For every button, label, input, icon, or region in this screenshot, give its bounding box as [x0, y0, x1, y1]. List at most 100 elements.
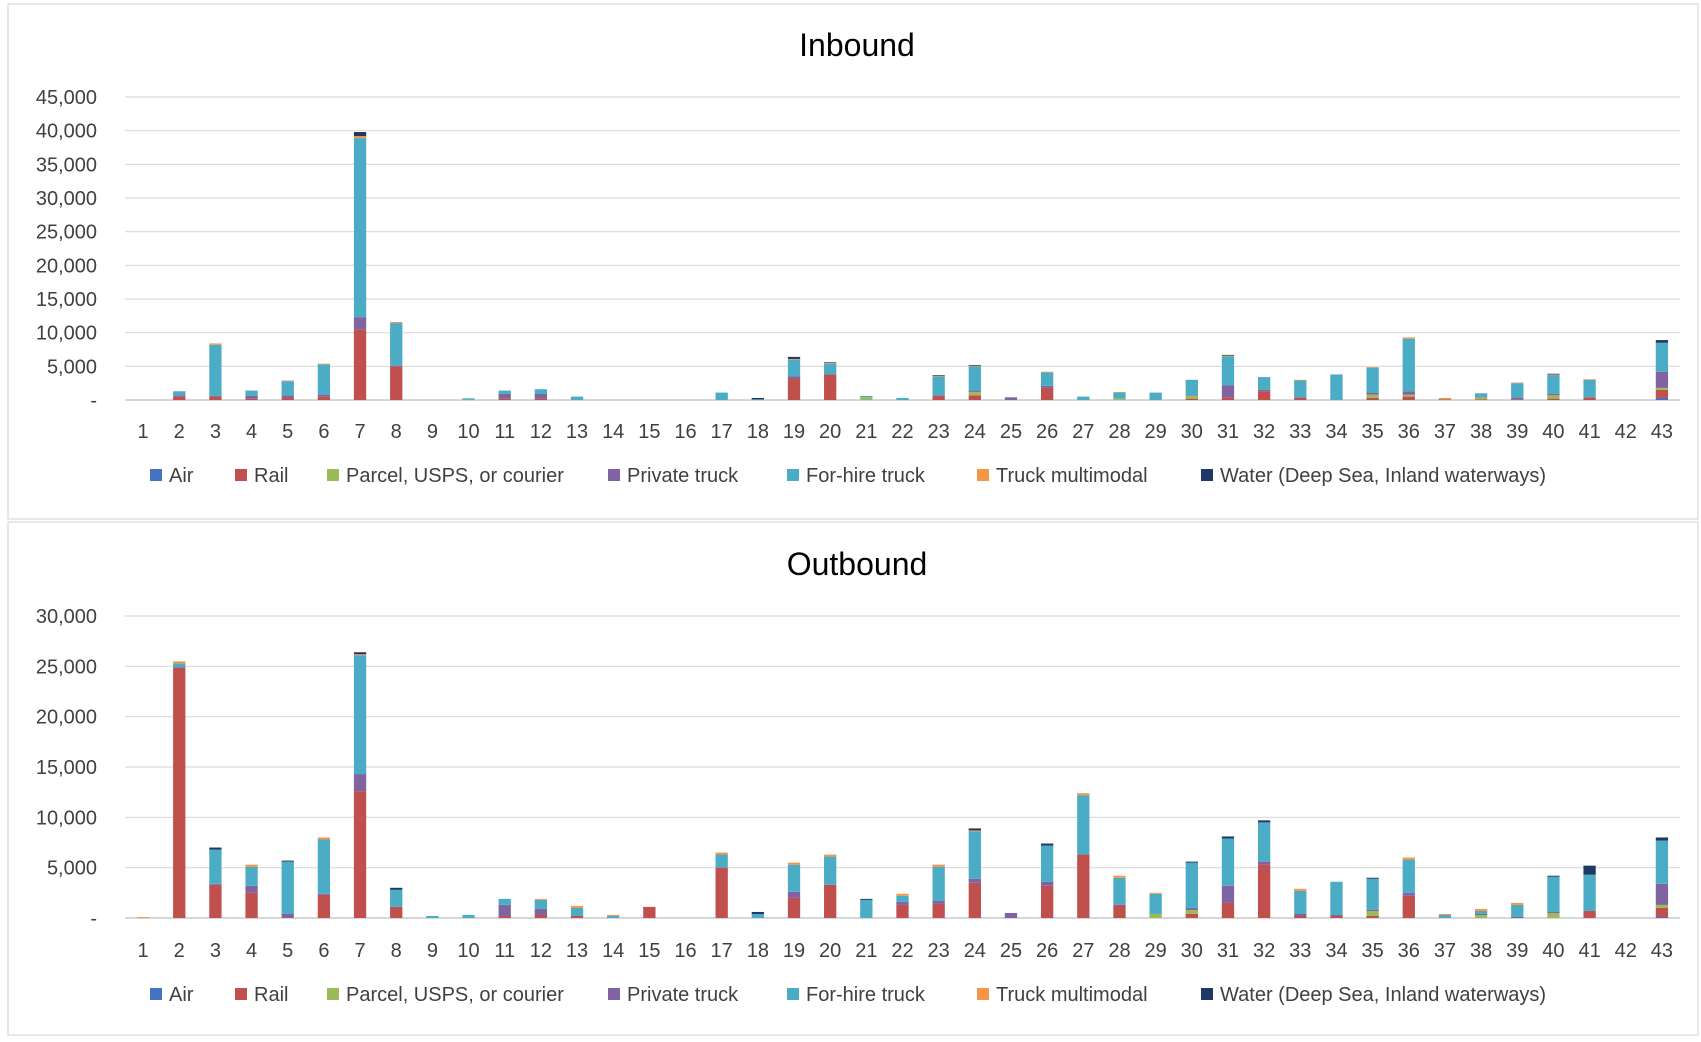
inbound-bar-segment: [1547, 373, 1560, 375]
outbound-x-tick-label: 23: [928, 940, 950, 962]
inbound-bar-segment: [1511, 383, 1524, 398]
inbound-legend-swatch: [787, 469, 799, 481]
inbound-bar-segment: [317, 363, 331, 365]
outbound-x-tick-label: 42: [1615, 940, 1637, 962]
outbound-bar-segment: [1366, 910, 1379, 916]
outbound-y-tick-label: 20,000: [36, 707, 97, 729]
outbound-bar-segment: [426, 915, 439, 918]
outbound-bar-segment: [860, 898, 873, 900]
outbound-bar-segment: [209, 847, 222, 850]
outbound-bar-segment: [824, 884, 837, 918]
outbound-bar-segment: [607, 915, 620, 918]
outbound-x-tick-label: 38: [1470, 940, 1492, 962]
inbound-bar-segment: [932, 395, 945, 400]
inbound-bar-segment: [1004, 397, 1018, 400]
inbound-x-tick-label: 28: [1108, 421, 1130, 443]
inbound-bar-segment: [1257, 391, 1271, 400]
inbound-bar-segment: [1474, 397, 1488, 400]
inbound-bar-segment: [1185, 395, 1198, 396]
outbound-legend-label: Water (Deep Sea, Inland waterways): [1220, 984, 1546, 1006]
inbound-bar-segment: [787, 358, 801, 360]
inbound-bar-segment: [824, 362, 837, 363]
outbound-bar-segment: [570, 905, 584, 908]
outbound-x-tick-label: 18: [747, 940, 769, 962]
inbound-bar-segment: [1113, 391, 1126, 393]
inbound-bar-segment: [1221, 354, 1235, 356]
inbound-bar-segment: [281, 381, 294, 396]
outbound-bar-segment: [1185, 913, 1198, 918]
outbound-bar-segment: [1257, 822, 1271, 862]
inbound-x-tick-label: 10: [457, 421, 479, 443]
outbound-bar-segment: [1547, 876, 1560, 912]
outbound-bar-segment: [1655, 907, 1669, 917]
outbound-bar-segment: [1366, 878, 1379, 910]
inbound-bar-segment: [1655, 342, 1669, 372]
inbound-bar-segment: [824, 374, 837, 400]
outbound-bar-segment: [1149, 893, 1162, 914]
inbound-bar-segment: [1655, 387, 1669, 390]
outbound-y-tick-label: 10,000: [36, 807, 97, 829]
inbound-bar-segment: [245, 398, 258, 400]
outbound-bar-segment: [1294, 913, 1307, 916]
inbound-y-tick-label: 30,000: [36, 188, 97, 210]
inbound-bar-segment: [968, 391, 981, 396]
inbound-x-tick-label: 13: [566, 421, 588, 443]
inbound-x-tick-label: 16: [674, 421, 696, 443]
outbound-bar-segment: [968, 882, 981, 918]
inbound-bar-segment: [353, 317, 367, 330]
outbound-x-tick-label: 32: [1253, 940, 1275, 962]
outbound-bar-segment: [1221, 838, 1235, 886]
inbound-bar-segment: [1655, 340, 1669, 343]
inbound-x-tick-label: 23: [928, 421, 950, 443]
inbound-bar-segment: [1041, 385, 1054, 388]
inbound-y-tick-label: 10,000: [36, 323, 97, 345]
outbound-x-tick-label: 21: [855, 940, 877, 962]
outbound-bar-segment: [1221, 902, 1235, 918]
inbound-bar-segment: [968, 390, 981, 392]
inbound-chart: - 5,000 10,000 15,000 20,000 25,000 30,000 35,0…: [36, 87, 1680, 487]
outbound-bar-segment: [317, 893, 331, 895]
inbound-x-tick-label: 29: [1145, 421, 1167, 443]
inbound-bar-segment: [1366, 367, 1379, 368]
inbound-legend-label: Private truck: [627, 465, 739, 487]
outbound-bar-segment: [1221, 836, 1235, 839]
outbound-x-tick-label: 24: [964, 940, 986, 962]
outbound-bar-segment: [570, 915, 584, 918]
outbound-legend-label: Truck multimodal: [996, 984, 1148, 1006]
outbound-y-tick-label: -: [90, 908, 97, 930]
inbound-bar-segment: [317, 364, 331, 395]
inbound-bar-segment: [390, 366, 403, 400]
outbound-bar-segment: [353, 655, 367, 775]
outbound-bar-segment: [1583, 910, 1596, 918]
inbound-bar-segment: [1366, 392, 1379, 395]
inbound-bar-segment: [353, 329, 367, 400]
inbound-chart-title: Inbound: [799, 27, 915, 63]
outbound-x-tick-label: 35: [1361, 940, 1383, 962]
outbound-bar-segment: [570, 907, 584, 916]
outbound-x-tick-label: 7: [354, 940, 365, 962]
inbound-x-tick-label: 32: [1253, 421, 1275, 443]
inbound-bar-segment: [1655, 389, 1669, 398]
inbound-x-tick-label: 25: [1000, 421, 1022, 443]
inbound-bar-segment: [390, 365, 403, 367]
inbound-bar-segment: [1547, 398, 1560, 400]
inbound-bar-segment: [860, 397, 873, 400]
inbound-legend-swatch: [1201, 469, 1213, 481]
outbound-bar-segment: [353, 791, 367, 918]
outbound-bar-segment: [245, 864, 258, 867]
inbound-bar-segment: [498, 398, 511, 400]
outbound-bar-segment: [317, 837, 331, 840]
inbound-bar-segment: [1402, 394, 1415, 397]
outbound-bar-segment: [209, 884, 222, 918]
inbound-bar-segment: [173, 396, 186, 400]
outbound-bar-segment: [534, 898, 548, 900]
outbound-legend-swatch: [235, 988, 247, 1000]
inbound-bar-segment: [173, 395, 186, 397]
outbound-bar-segment: [1185, 861, 1198, 863]
outbound-x-tick-label: 19: [783, 940, 805, 962]
inbound-x-tick-label: 7: [354, 421, 365, 443]
inbound-x-tick-label: 20: [819, 421, 841, 443]
outbound-x-tick-label: 36: [1398, 940, 1420, 962]
inbound-bar-segment: [1077, 396, 1090, 400]
